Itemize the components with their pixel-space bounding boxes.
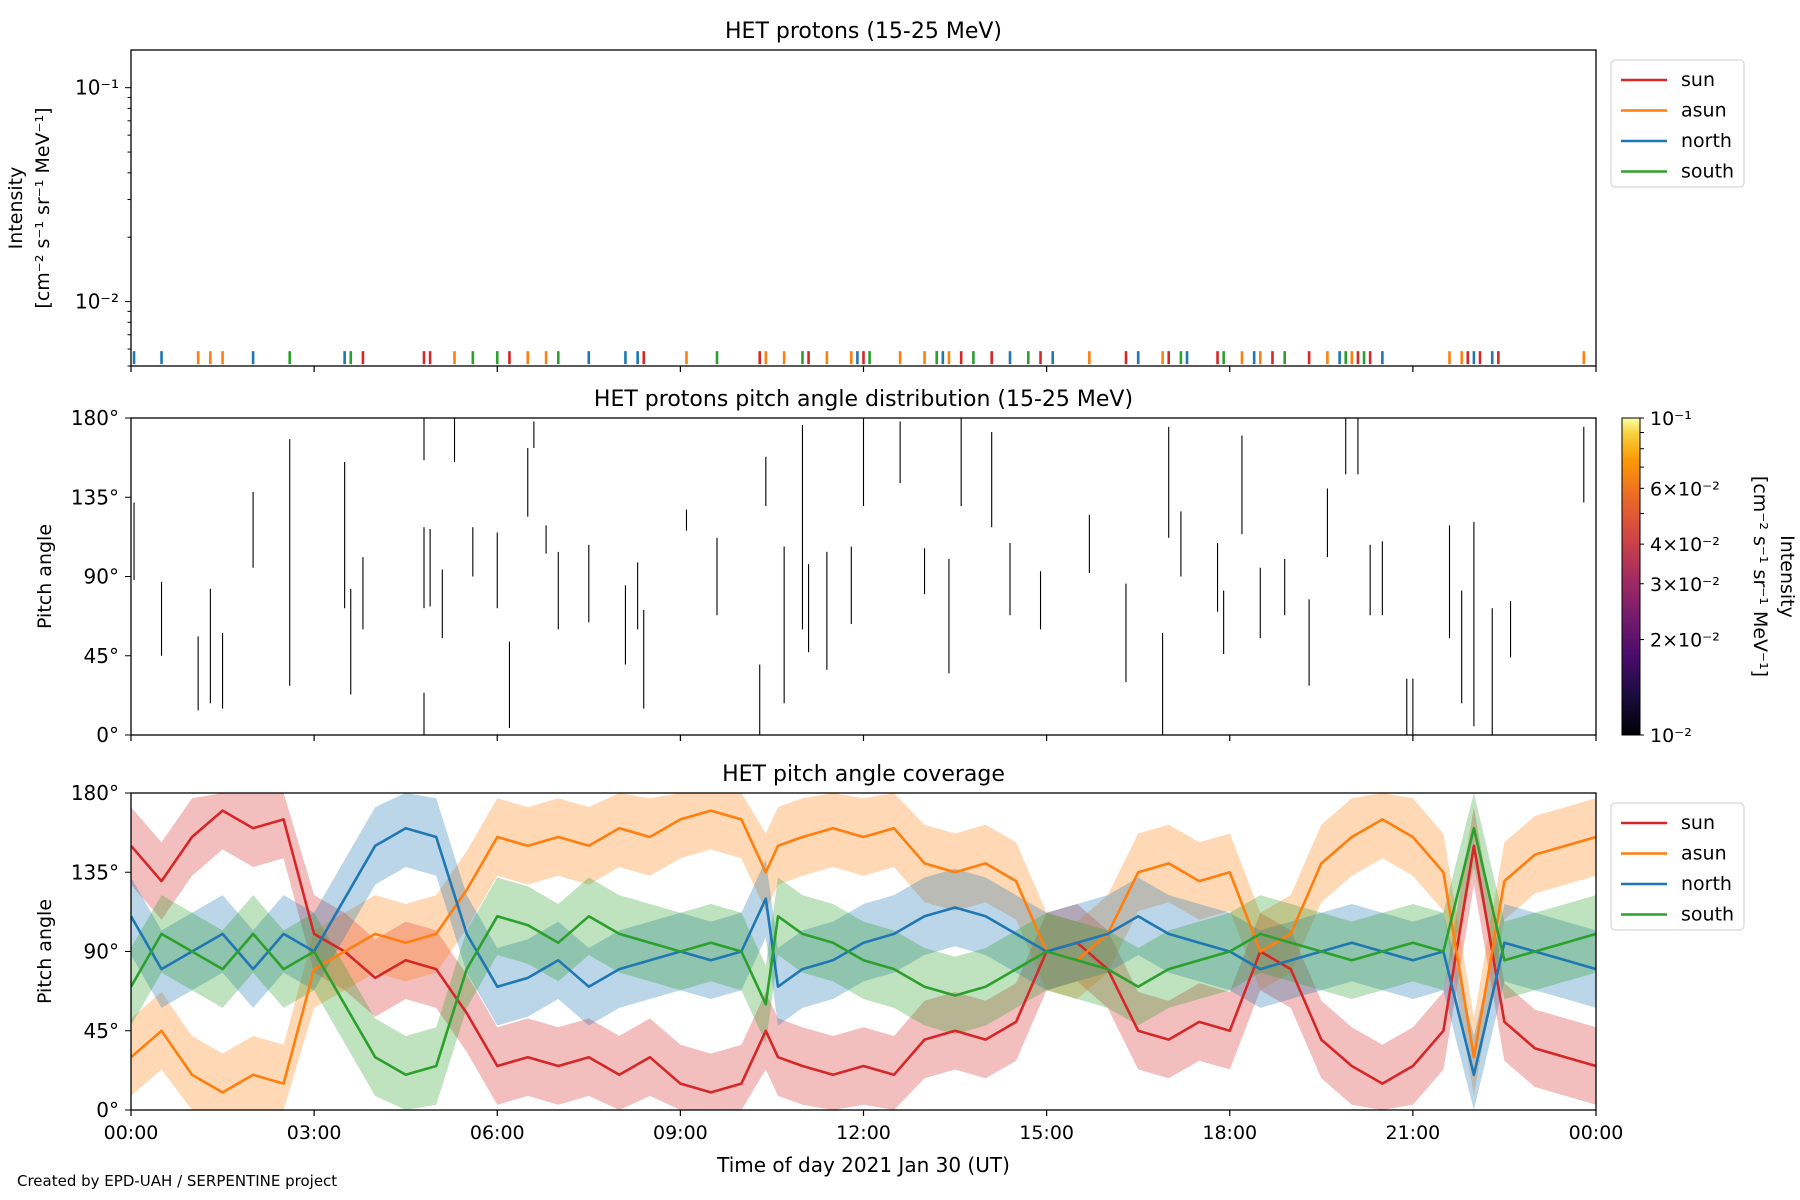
colorbar [1621,417,1641,736]
panel3-legend: sun asun north south [1610,802,1745,931]
legend-label-sun: sun [1681,812,1715,834]
x-tick-label: 00:00 [1569,1122,1624,1144]
legend-label-south: south [1681,904,1734,926]
panel1-axes [130,49,1597,367]
coverage-band-south [131,793,1596,1110]
legend-box [1610,802,1745,931]
panel3-ylabel: Pitch angle [34,899,56,1004]
y-tick-label: 45° [84,644,119,668]
y-tick-label: 90° [84,940,119,964]
y-tick-label: 10⁻¹ [75,76,119,100]
y-tick-label: 0° [96,723,119,747]
y-tick-label: 45° [84,1019,119,1043]
colorbar-label-units: [cm⁻² s⁻¹ sr⁻¹ MeV⁻¹] [1749,476,1771,677]
y-tick-label: 0° [96,1098,119,1122]
y-tick-label: 180° [71,781,119,805]
panel1-ylabel: Intensity [5,167,27,250]
legend-label-asun: asun [1681,100,1727,122]
y-tick-label: 10⁻² [75,290,119,314]
legend-label-north: north [1681,873,1732,895]
panel1-legend: sun asun north south [1610,59,1745,188]
panel1-ylabel-units: [cm⁻² s⁻¹ sr⁻¹ MeV⁻¹] [32,107,54,308]
x-tick-label: 18:00 [1202,1122,1257,1144]
colorbar-tick-label: 10⁻¹ [1650,408,1692,430]
y-tick-label: 180° [71,406,119,430]
colorbar-tick-label: 6×10⁻² [1650,478,1720,500]
colorbar-tick-label: 2×10⁻² [1650,630,1720,652]
x-tick-label: 12:00 [836,1122,891,1144]
panel2-title: HET protons pitch angle distribution (15… [594,387,1133,412]
legend-label-sun: sun [1681,69,1715,91]
y-tick-label: 135° [71,485,119,509]
legend-box [1610,59,1745,188]
coverage-plot-area [131,793,1596,1110]
y-tick-label: 135° [71,860,119,884]
legend-label-asun: asun [1681,843,1727,865]
panel1-title: HET protons (15-25 MeV) [725,19,1002,44]
coverage-line-asun [131,809,1596,1094]
coverage-band-north [131,793,1596,1110]
legend-label-south: south [1681,161,1734,183]
colorbar-tick-label: 10⁻² [1650,725,1692,747]
panel3-title: HET pitch angle coverage [722,762,1005,787]
colorbar-tick-label: 3×10⁻² [1650,574,1720,596]
x-tick-label: 06:00 [470,1122,525,1144]
x-tick-label: 15:00 [1019,1122,1074,1144]
colorbar-label: Intensity [1776,535,1798,618]
x-tick-label: 21:00 [1385,1122,1440,1144]
x-tick-label: 00:00 [104,1122,159,1144]
legend-label-north: north [1681,130,1732,152]
panel2-ylabel: Pitch angle [34,524,56,629]
panel3-xlabel: Time of day 2021 Jan 30 (UT) [716,1153,1010,1177]
coverage-line-sun [131,809,1596,1094]
coverage-line-south [131,826,1596,1077]
y-tick-label: 90° [84,565,119,589]
x-tick-label: 03:00 [287,1122,342,1144]
colorbar-tick-label: 4×10⁻² [1650,534,1720,556]
x-tick-label: 09:00 [653,1122,708,1144]
credit-text: Created by EPD-UAH / SERPENTINE project [17,1172,338,1190]
